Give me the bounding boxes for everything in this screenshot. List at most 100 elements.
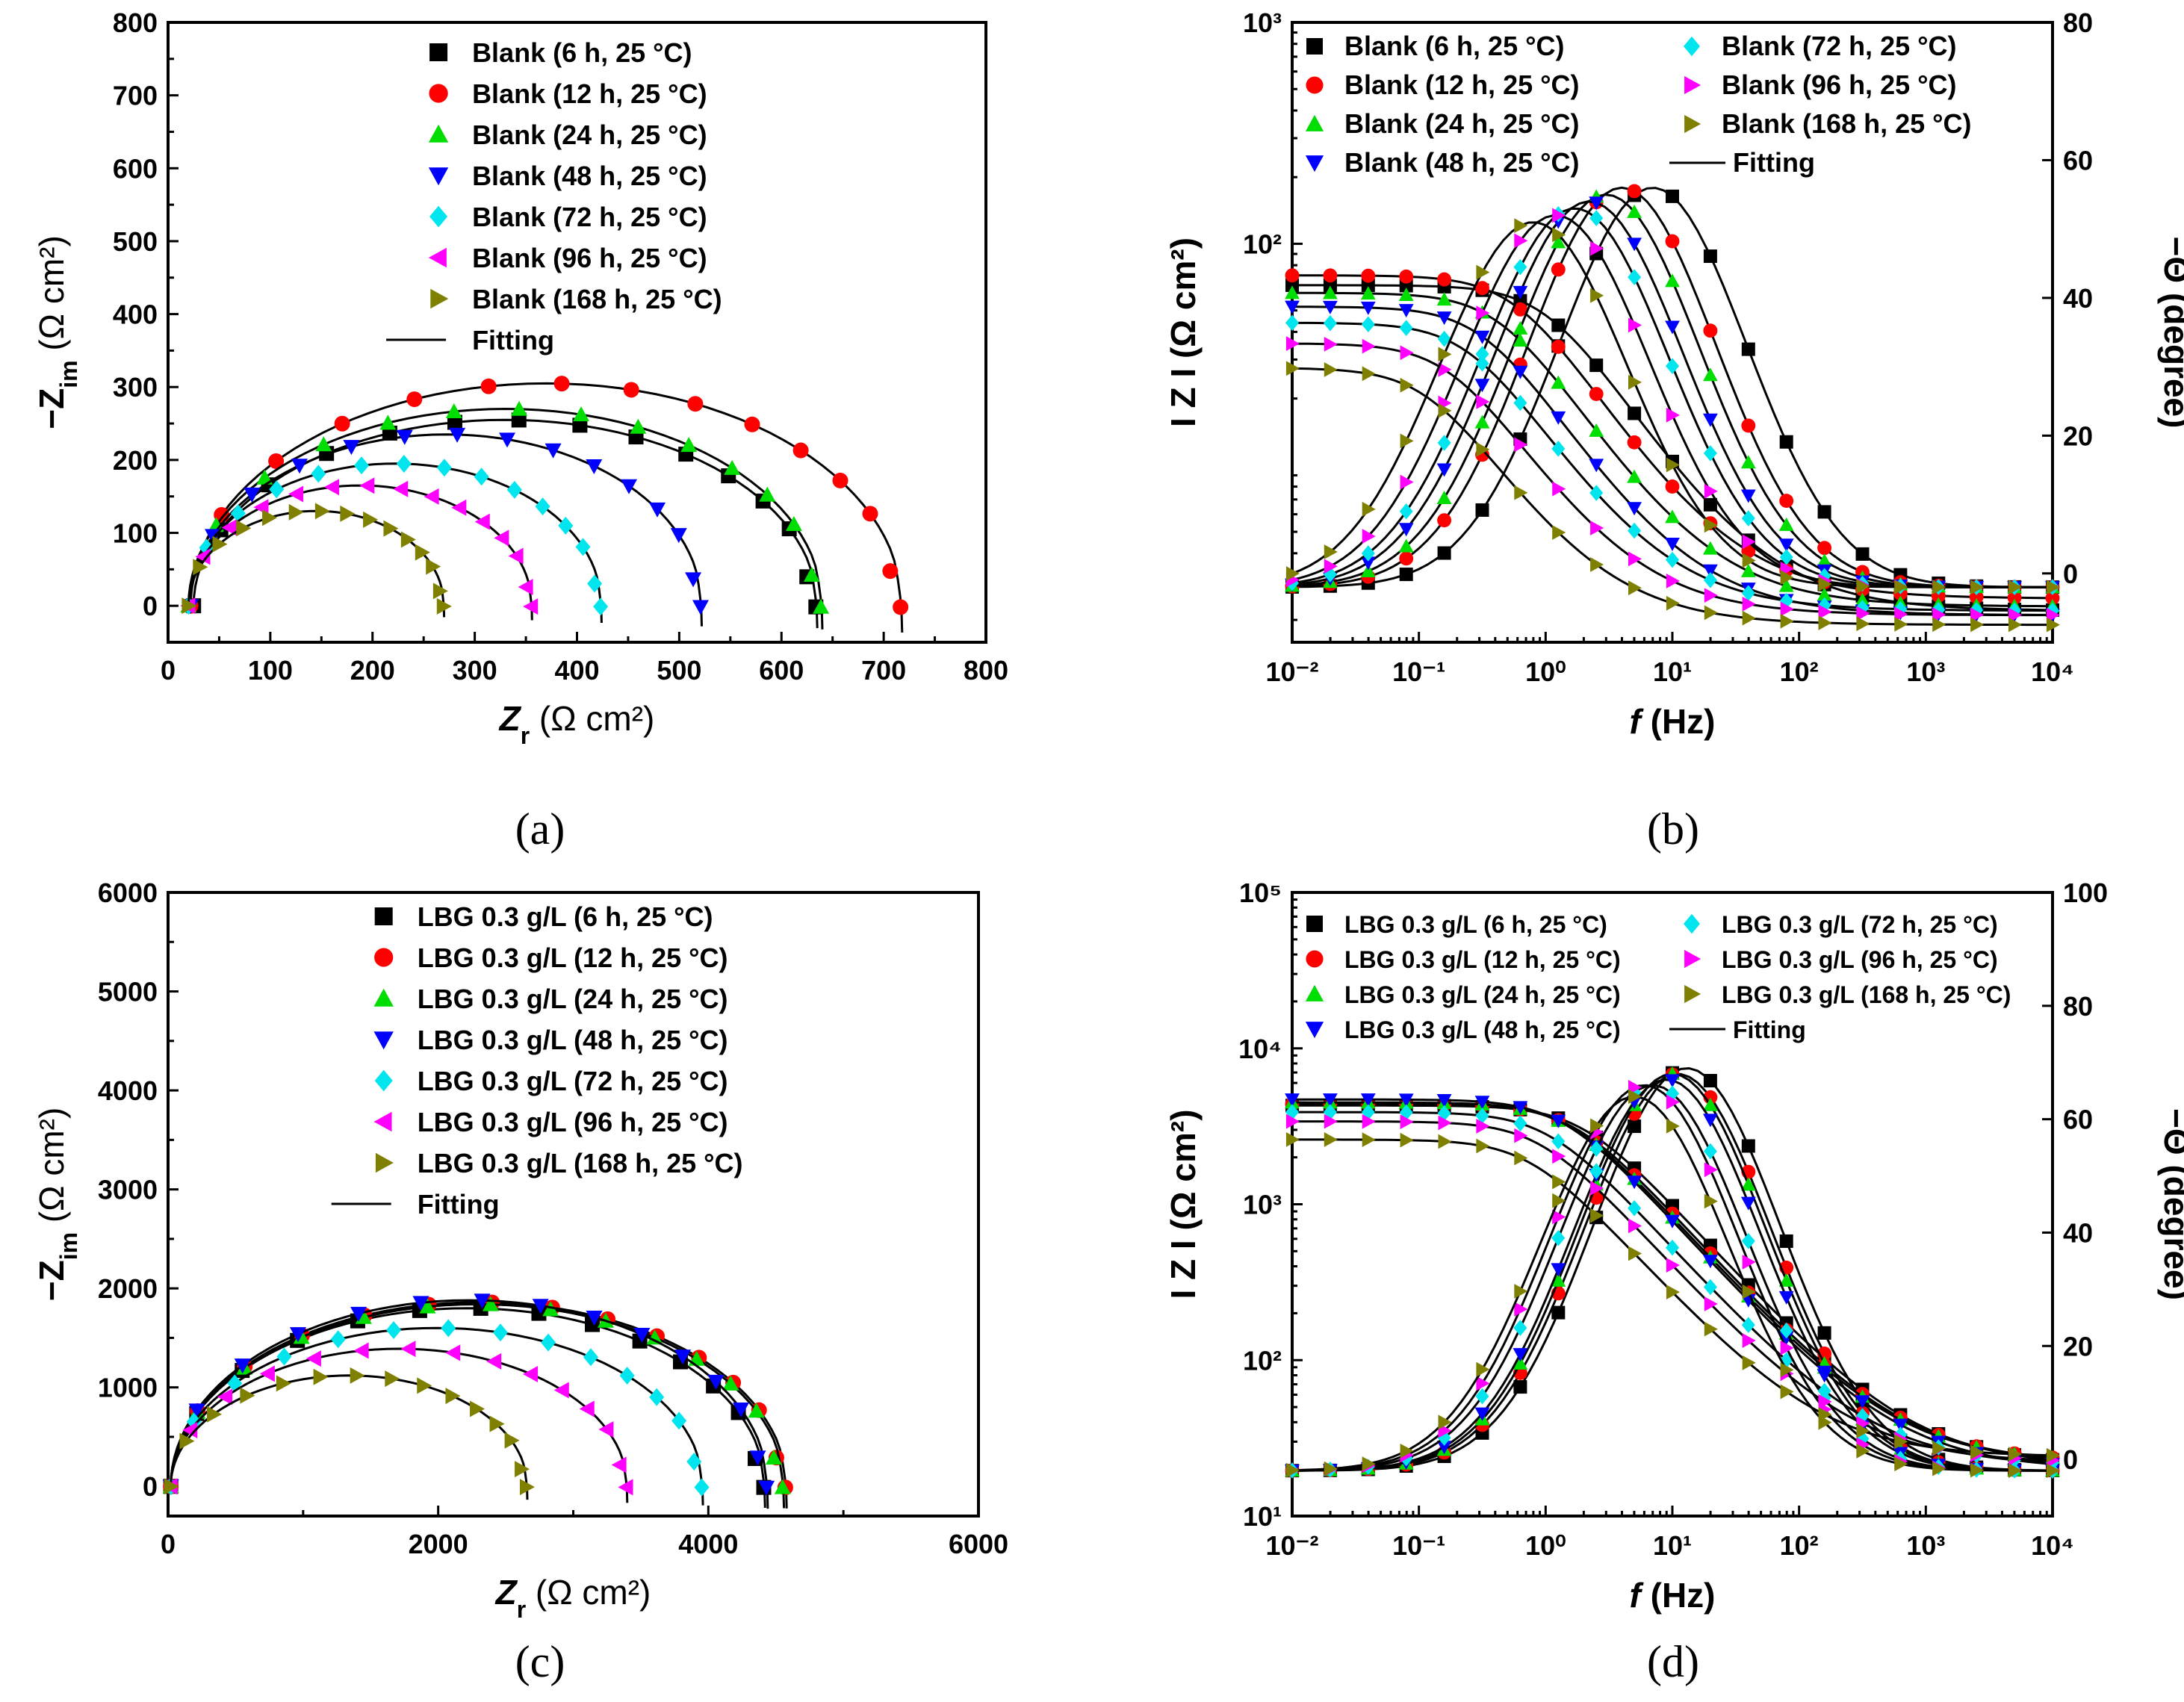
modulus-point-s5-8: [1590, 1181, 1604, 1196]
phase-point-s3-8: [1589, 196, 1604, 211]
legend-marker-5: [428, 247, 447, 268]
data-point-s1-7: [623, 382, 639, 398]
data-point-s4-13: [686, 1453, 702, 1471]
fit-curve-4: [170, 1326, 704, 1506]
fit-curve-4: [187, 462, 603, 624]
data-point-s6-1: [179, 1432, 195, 1450]
phase-point-s5-9: [1628, 317, 1642, 333]
phase-point-s0-3: [1399, 568, 1413, 582]
data-point-s4-1: [186, 1412, 202, 1431]
modulus-point-s2-8: [1589, 423, 1604, 437]
phase-point-s6-16: [1894, 1456, 1908, 1472]
data-point-s6-9: [445, 1388, 461, 1405]
phase-point-s0-14: [1817, 505, 1831, 519]
phase-point-s6-7: [1552, 227, 1566, 243]
phase-point-s2-4: [1436, 490, 1452, 504]
phase-point-s3-5: [1474, 1407, 1490, 1421]
legend-marker-6: [1684, 114, 1701, 134]
modulus-point-s4-15: [1855, 600, 1870, 616]
phase-point-s5-5: [1476, 1376, 1490, 1391]
data-point-s6-11: [415, 544, 430, 561]
modulus-point-s3-7: [1551, 411, 1566, 425]
modulus-point-s5-3: [1400, 1114, 1414, 1130]
phase-point-s4-8: [1589, 210, 1604, 226]
x-axis-label: Zr (Ω cm²): [494, 1573, 651, 1623]
data-point-s3-7: [532, 1299, 549, 1314]
phase-point-s6-9: [1628, 374, 1642, 390]
phase-point-s6-5: [1476, 264, 1490, 280]
chart-panel-d: 10⁻² 10⁻¹ 10⁰ 10¹ 10² 10³ 10⁴ 10¹ 10² 10³ 10⁴ 10⁵ 0 2…: [1164, 878, 2184, 1615]
data-point-s6-6: [350, 1367, 365, 1384]
phase-point-s4-9: [1628, 269, 1642, 285]
data-point-s3-7: [499, 432, 516, 448]
data-point-s4-13: [587, 574, 603, 593]
modulus-point-s5-13: [1780, 601, 1794, 617]
y-tick-label: 200: [113, 445, 158, 476]
modulus-point-s6-9: [1628, 1246, 1642, 1261]
data-point-s5-6: [359, 477, 375, 494]
y-tick-label: 500: [113, 226, 158, 257]
modulus-point-s5-4: [1438, 1115, 1452, 1131]
legend-label-4: LBG 0.3 g/L (72 h, 25 °C): [1722, 911, 1998, 938]
x-tick-label: 10¹: [1653, 1530, 1692, 1561]
legend-fit-label: Fitting: [418, 1189, 500, 1220]
phase-point-s3-14: [1817, 1369, 1832, 1383]
modulus-point-s3-1: [1323, 1093, 1338, 1108]
data-point-s3-10: [621, 479, 638, 494]
fit-phase-2: [1292, 1072, 2053, 1472]
legend-marker-6: [375, 1152, 394, 1173]
legend-marker-6: [430, 288, 449, 309]
modulus-point-s5-0: [1285, 336, 1300, 351]
data-point-s3-5: [396, 429, 413, 445]
data-point-s4-8: [474, 468, 489, 486]
data-point-s1-13: [882, 563, 899, 580]
legend-marker-0: [1306, 916, 1323, 932]
data-point-s3-5: [412, 1296, 429, 1311]
data-point-s6-7: [385, 1370, 400, 1388]
data-point-s2-14: [774, 1479, 791, 1494]
phase-point-s5-10: [1666, 1094, 1680, 1110]
phase-point-s3-13: [1778, 1291, 1794, 1305]
modulus-point-s5-17: [1932, 607, 1946, 622]
fit-curve-3: [189, 433, 703, 627]
phase-point-s0-5: [1475, 503, 1489, 517]
y-tick-label: 10⁴: [1238, 1034, 1282, 1064]
y-tick-label: 0: [143, 1471, 158, 1502]
fit-modulus-2: [1292, 1101, 2053, 1459]
phase-point-s0-9: [1628, 1119, 1642, 1134]
data-point-s6-3: [240, 1387, 255, 1404]
y-axis-label: −Zim (Ω cm²): [32, 235, 82, 429]
phase-point-s6-2: [1362, 1456, 1376, 1472]
modulus-point-s2-10: [1665, 509, 1680, 524]
data-point-s6-0: [164, 1478, 179, 1495]
data-point-s4-9: [506, 480, 522, 499]
phase-point-s6-19: [2008, 580, 2022, 595]
data-point-s3-14: [758, 1480, 775, 1496]
y2-tick-label: 60: [2063, 1105, 2093, 1135]
phase-point-s2-2: [1360, 563, 1376, 577]
legend-marker-5: [1684, 75, 1701, 95]
fit-curve-2: [187, 407, 824, 630]
phase-point-s4-5: [1475, 1388, 1489, 1405]
legend-marker-0: [429, 43, 448, 61]
data-point-s4-9: [583, 1348, 598, 1367]
modulus-point-s6-17: [1932, 617, 1946, 633]
data-point-s3-4: [350, 1306, 367, 1322]
phase-point-s0-14: [1817, 1326, 1831, 1340]
x-tick-label: 4000: [678, 1529, 738, 1559]
data-point-s2-6: [482, 1296, 499, 1311]
modulus-point-s5-10: [1666, 574, 1680, 588]
phase-point-s6-18: [1970, 580, 1985, 595]
data-point-s3-6: [449, 427, 466, 443]
phase-point-s3-6: [1513, 1348, 1528, 1362]
y2-tick-label: 80: [2063, 7, 2093, 38]
modulus-point-s6-12: [1742, 1355, 1756, 1370]
phase-point-s4-5: [1475, 346, 1489, 362]
phase-point-s2-14: [1817, 553, 1832, 567]
data-point-s5-8: [424, 488, 439, 505]
modulus-point-s3-4: [1436, 1094, 1452, 1108]
modulus-point-s4-14: [1817, 597, 1831, 614]
modulus-point-s1-9: [1627, 435, 1642, 450]
legend-marker-3: [373, 1031, 394, 1050]
modulus-point-s4-5: [1475, 355, 1489, 372]
